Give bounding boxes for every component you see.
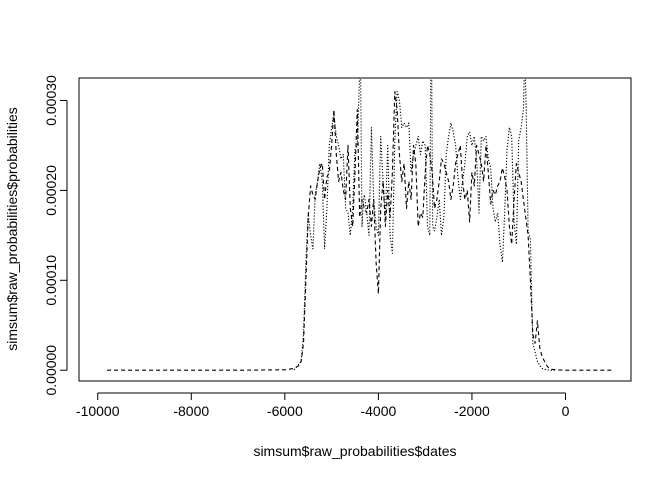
y-tick-label: 0.00020 bbox=[43, 165, 59, 216]
x-tick-label: -8000 bbox=[173, 403, 209, 419]
y-axis-title: simsum$raw_probabilities$probabilities bbox=[4, 107, 20, 351]
y-axis: 0.00000 0.00010 0.00020 0.00030 bbox=[43, 75, 68, 396]
x-tick-label: -6000 bbox=[267, 403, 303, 419]
x-tick-label: -2000 bbox=[454, 403, 490, 419]
y-tick-label: 0.00000 bbox=[43, 345, 59, 396]
series-line-2-dotted bbox=[293, 78, 557, 371]
y-tick-label: 0.00010 bbox=[43, 255, 59, 306]
y-tick-label: 0.00030 bbox=[43, 75, 59, 126]
x-tick-label: -10000 bbox=[76, 403, 120, 419]
x-tick-label: -4000 bbox=[360, 403, 396, 419]
plot-frame bbox=[78, 77, 632, 382]
x-axis: -10000 -8000 -6000 -4000 -2000 0 bbox=[76, 392, 570, 419]
series-line-1-dashed bbox=[107, 90, 613, 371]
series-layer bbox=[107, 78, 613, 371]
x-axis-title: simsum$raw_probabilities$dates bbox=[253, 443, 456, 459]
x-tick-label: 0 bbox=[562, 403, 570, 419]
